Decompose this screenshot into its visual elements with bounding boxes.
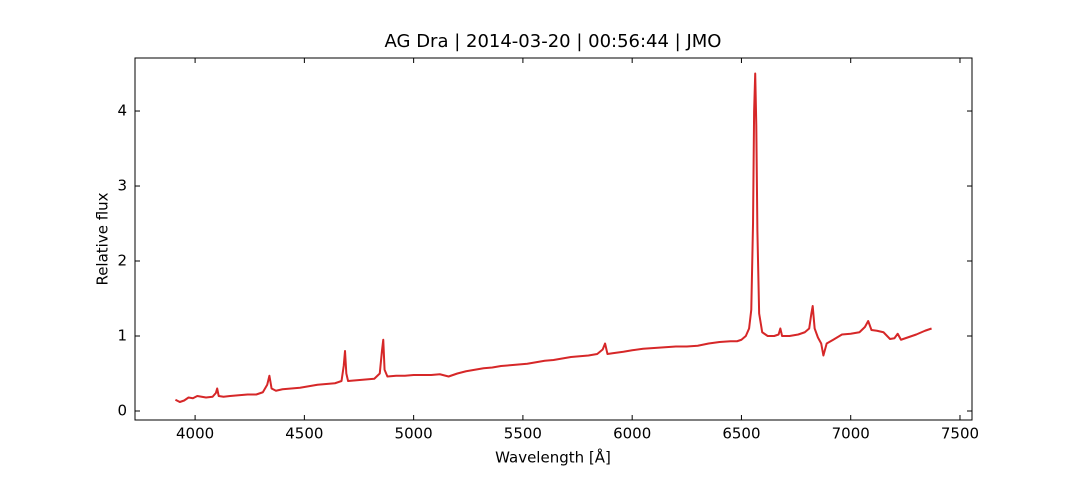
x-tick-label: 6500 (722, 425, 760, 443)
x-tick-label: 4500 (285, 425, 323, 443)
y-tick-label: 1 (117, 327, 127, 345)
x-tick-label: 4000 (176, 425, 214, 443)
x-tick-label: 5500 (504, 425, 542, 443)
y-tick-label: 4 (117, 102, 127, 120)
y-tick-label: 3 (117, 177, 127, 195)
x-tick-label: 7500 (941, 425, 979, 443)
x-tick-label: 5000 (395, 425, 433, 443)
x-tick-label: 7000 (832, 425, 870, 443)
plot-frame (134, 57, 973, 421)
y-tick-label: 2 (117, 252, 127, 270)
chart-title: AG Dra | 2014-03-20 | 00:56:44 | JMO (385, 31, 722, 52)
x-tick-label: 6000 (613, 425, 651, 443)
spectrum-line (174, 72, 932, 404)
y-axis-label: Relative flux (94, 192, 112, 285)
y-tick-label: 0 (117, 402, 127, 420)
x-axis-label: Wavelength [Å] (495, 448, 611, 467)
